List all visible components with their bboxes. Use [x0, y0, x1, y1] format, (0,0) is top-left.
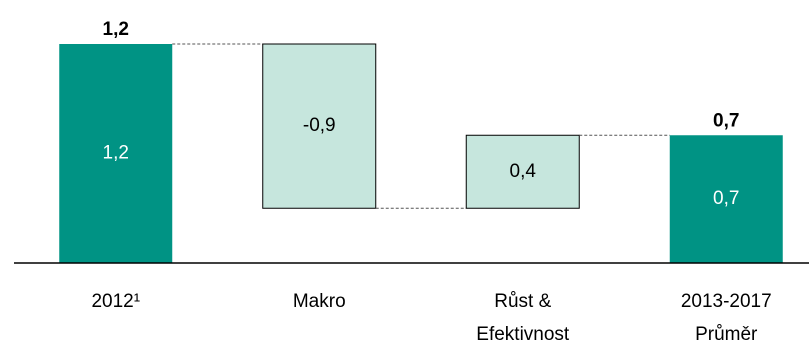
x-tick-label: 2013-2017 Průměr: [680, 291, 772, 345]
x-tick-label: Růst & Efektivnost: [476, 291, 570, 345]
value-label: 0,4: [510, 161, 537, 182]
value-label: -0,9: [303, 115, 336, 136]
x-tick-label: 2012¹: [91, 291, 141, 312]
bar: [465, 134, 580, 209]
value-label: 1,2: [103, 143, 129, 164]
total-label: 0,7: [713, 110, 739, 131]
bar: [669, 135, 783, 263]
x-tick-label: Makro: [292, 291, 346, 312]
bar: [59, 44, 173, 263]
value-label: 0,7: [713, 188, 739, 209]
bar: [262, 43, 377, 209]
total-label: 1,2: [103, 19, 129, 40]
